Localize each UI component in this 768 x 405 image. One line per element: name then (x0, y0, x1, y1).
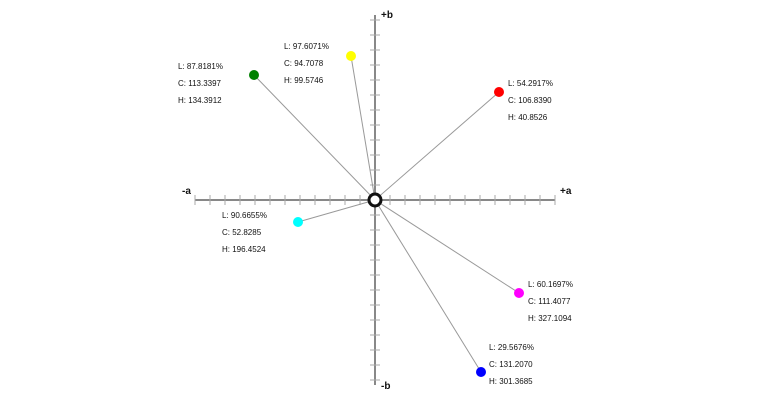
point-label-cyan: L: 90.6655% C: 52.8285 H: 196.4524 (222, 212, 267, 263)
hue-value: H: 301.3685 (489, 377, 533, 386)
lightness-value: L: 87.8181% (178, 62, 223, 71)
axis-label-plus-b: +b (381, 10, 393, 21)
hue-value: H: 327.1094 (528, 314, 572, 323)
color-point-blue (476, 367, 486, 377)
point-label-red: L: 54.2917% C: 106.8390 H: 40.8526 (508, 80, 553, 131)
point-label-yellow: L: 97.6071% C: 94.7078 H: 99.5746 (284, 43, 329, 94)
chroma-value: C: 94.7078 (284, 59, 324, 68)
hue-value: H: 99.5746 (284, 76, 324, 85)
hue-value: H: 134.3912 (178, 96, 222, 105)
color-point-cyan (293, 217, 303, 227)
color-point-magenta (514, 288, 524, 298)
point-label-blue: L: 29.5676% C: 131.2070 H: 301.3685 (489, 344, 534, 395)
connector-line-yellow (350, 55, 376, 201)
connector-line-cyan (297, 199, 376, 223)
connector-line-red (374, 91, 500, 201)
color-point-green (249, 70, 259, 80)
chroma-value: C: 52.8285 (222, 228, 262, 237)
connector-line-magenta (374, 199, 520, 294)
lightness-value: L: 90.6655% (222, 211, 267, 220)
connector-line-green (253, 74, 376, 201)
chroma-value: C: 106.8390 (508, 96, 552, 105)
chroma-value: C: 113.3397 (178, 79, 221, 88)
chroma-value: C: 131.2070 (489, 360, 533, 369)
lightness-value: L: 29.5676% (489, 343, 534, 352)
point-label-green: L: 87.8181% C: 113.3397 H: 134.3912 (178, 63, 223, 114)
lightness-value: L: 54.2917% (508, 79, 553, 88)
point-label-magenta: L: 60.1697% C: 111.4077 H: 327.1094 (528, 281, 573, 332)
lightness-value: L: 60.1697% (528, 280, 573, 289)
color-point-yellow (346, 51, 356, 61)
hue-value: H: 196.4524 (222, 245, 266, 254)
chroma-value: C: 111.4077 (528, 297, 571, 306)
lightness-value: L: 97.6071% (284, 42, 329, 51)
axis-label-plus-a: +a (560, 186, 572, 197)
hue-value: H: 40.8526 (508, 113, 548, 122)
origin-marker (367, 192, 383, 208)
axis-label-minus-b: -b (381, 381, 391, 392)
connector-line-blue (374, 199, 482, 373)
color-point-red (494, 87, 504, 97)
axis-label-minus-a: -a (182, 186, 191, 197)
